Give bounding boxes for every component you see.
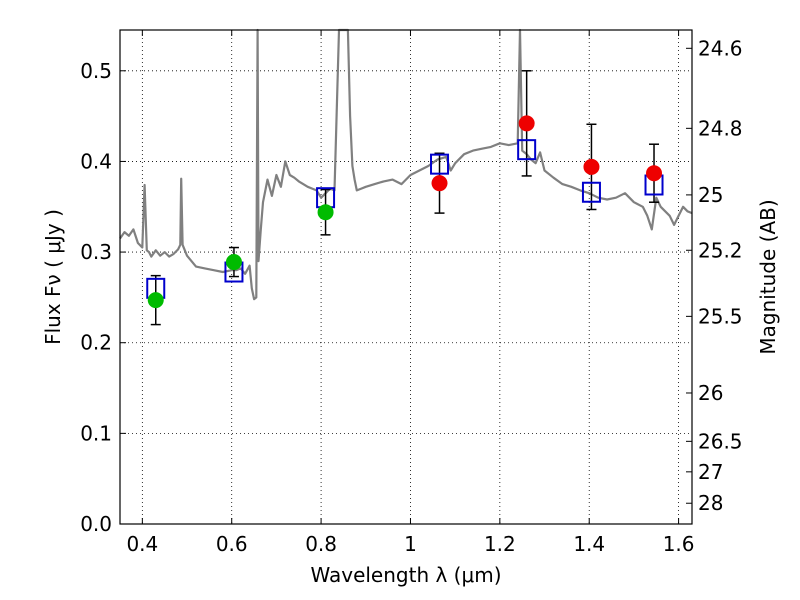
magnitude-tick-label: 28 <box>698 491 723 515</box>
x-ticks: 0.4 0.6 0.8 1 1.2 1.4 1.6 <box>126 30 695 556</box>
magnitude-ticks: 24.6 24.8 25 25.2 25.5 26 26.5 27 28 <box>686 36 743 515</box>
observed-point <box>317 204 334 221</box>
magnitude-tick-label: 26 <box>698 381 723 405</box>
x-tick-label: 1.4 <box>573 532 605 556</box>
grid <box>120 30 692 525</box>
observed-point <box>147 292 164 309</box>
model-spectrum-layer <box>119 28 693 301</box>
observed-point <box>583 158 600 175</box>
observed-point <box>225 254 242 271</box>
magnitude-tick-label: 25 <box>698 183 723 207</box>
y-tick-label: 0.4 <box>80 149 112 173</box>
magnitude-tick-label: 24.6 <box>698 36 743 60</box>
y-tick-label: 0.0 <box>80 512 112 536</box>
x-tick-label: 0.6 <box>216 532 248 556</box>
x-tick-label: 1 <box>404 532 417 556</box>
x-tick-label: 0.4 <box>126 532 158 556</box>
y-tick-label: 0.2 <box>80 331 112 355</box>
magnitude-tick-label: 26.5 <box>698 429 743 453</box>
magnitude-tick-label: 24.8 <box>698 116 743 140</box>
x-tick-label: 0.8 <box>305 532 337 556</box>
magnitude-axis-label: Magnitude (AB) <box>756 199 780 354</box>
data-points-layer <box>146 115 664 309</box>
magnitude-tick-label: 25.5 <box>698 304 743 328</box>
y-tick-label: 0.3 <box>80 240 112 264</box>
plot-frame <box>119 29 693 525</box>
y-tick-label: 0.1 <box>80 421 112 445</box>
x-tick-label: 1.2 <box>484 532 516 556</box>
y-ticks: 0.0 0.1 0.2 0.3 0.4 0.5 <box>80 59 126 536</box>
observed-point <box>518 115 535 132</box>
magnitude-tick-label: 25.2 <box>698 238 743 262</box>
y-axis-label: Flux Fν ( μJy ) <box>41 209 65 345</box>
model-photometry-square <box>430 153 450 175</box>
model-spectrum-line <box>119 28 693 301</box>
magnitude-tick-label: 27 <box>698 460 723 484</box>
x-axis-label: Wavelength λ (μm) <box>310 563 501 587</box>
x-tick-label: 1.6 <box>663 532 695 556</box>
observed-point <box>431 175 448 192</box>
y-tick-label: 0.5 <box>80 59 112 83</box>
model-photometry-square <box>581 181 601 203</box>
observed-point <box>646 165 663 182</box>
model-photometry-square <box>517 139 537 161</box>
